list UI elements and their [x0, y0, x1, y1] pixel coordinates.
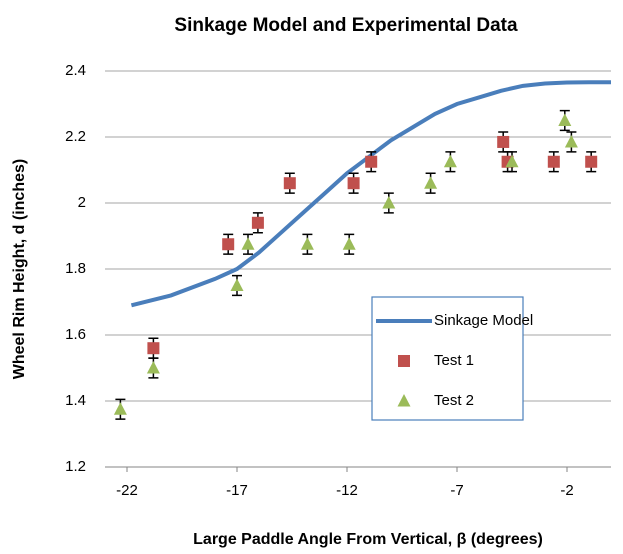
x-tick-label: -12 [336, 482, 358, 499]
marker [251, 216, 264, 229]
y-tick-label: 2.2 [65, 128, 86, 145]
x-tick-label: -2 [560, 482, 573, 499]
marker [222, 238, 235, 251]
x-tick-label: -17 [226, 482, 248, 499]
x-tick-label: -22 [116, 482, 138, 499]
marker [497, 135, 510, 148]
legend-label: Test 1 [434, 352, 474, 369]
legend-label: Test 2 [434, 392, 474, 409]
marker [558, 113, 572, 126]
marker [398, 355, 410, 367]
y-tick-label: 2 [78, 194, 86, 211]
marker [365, 155, 378, 168]
legend [371, 296, 524, 421]
y-axis-title: Wheel Rim Height, d (inches) [11, 159, 28, 379]
x-axis-title: Large Paddle Angle From Vertical, β (deg… [193, 531, 543, 548]
marker [241, 237, 255, 250]
marker [342, 237, 356, 250]
y-tick-label: 1.4 [65, 392, 86, 409]
model-line [130, 80, 611, 308]
chart-title: Sinkage Model and Experimental Data [174, 15, 518, 36]
marker [230, 278, 244, 291]
marker [146, 361, 160, 374]
marker [564, 134, 578, 148]
y-tick-label: 2.4 [65, 62, 86, 79]
y-tick-label: 1.8 [65, 260, 86, 277]
marker [113, 402, 127, 415]
marker [424, 176, 438, 189]
marker [397, 394, 411, 407]
marker [505, 154, 519, 168]
y-tick-label: 1.6 [65, 326, 86, 343]
marker [547, 155, 560, 168]
marker [443, 154, 457, 168]
marker [382, 196, 396, 209]
marker [283, 177, 296, 190]
marker [501, 155, 514, 168]
marker [300, 237, 314, 250]
legend-label: Sinkage Model [434, 312, 533, 329]
x-tick-label: -7 [450, 482, 463, 499]
marker [347, 177, 360, 190]
marker [147, 342, 160, 355]
marker [585, 155, 598, 168]
y-tick-label: 1.2 [65, 458, 86, 475]
